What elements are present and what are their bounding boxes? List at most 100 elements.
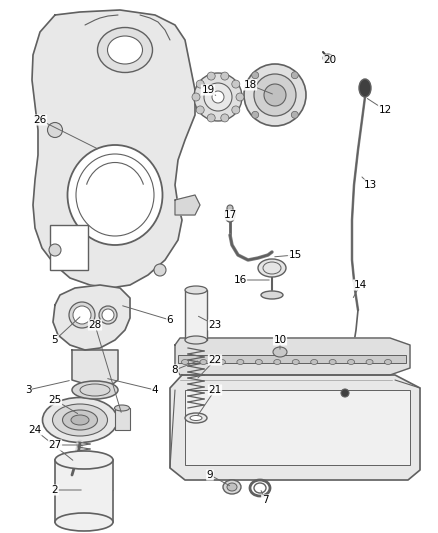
Text: 9: 9 [207, 470, 213, 480]
Ellipse shape [102, 309, 114, 321]
Ellipse shape [236, 93, 244, 101]
Text: 4: 4 [152, 385, 158, 395]
Polygon shape [175, 195, 200, 215]
Ellipse shape [73, 306, 91, 324]
Ellipse shape [252, 111, 259, 118]
Ellipse shape [212, 91, 224, 103]
Text: 14: 14 [353, 280, 367, 290]
Ellipse shape [292, 359, 299, 365]
Ellipse shape [258, 259, 286, 277]
Ellipse shape [291, 72, 298, 79]
Ellipse shape [55, 513, 113, 531]
Polygon shape [53, 285, 130, 350]
Ellipse shape [223, 480, 241, 494]
Ellipse shape [181, 359, 188, 365]
Ellipse shape [359, 79, 371, 97]
Bar [55, 460, 113, 522]
Ellipse shape [114, 405, 130, 411]
Ellipse shape [190, 416, 202, 421]
Ellipse shape [154, 264, 166, 276]
Text: 15: 15 [288, 250, 302, 260]
Text: 13: 13 [364, 180, 377, 190]
Ellipse shape [341, 389, 349, 397]
Bar [185, 290, 207, 340]
Text: 3: 3 [25, 385, 31, 395]
Ellipse shape [69, 302, 95, 328]
Ellipse shape [219, 359, 226, 365]
Ellipse shape [261, 291, 283, 299]
Ellipse shape [196, 106, 204, 114]
Ellipse shape [273, 347, 287, 357]
Ellipse shape [71, 415, 89, 425]
Ellipse shape [264, 84, 286, 106]
Ellipse shape [207, 114, 215, 122]
Ellipse shape [254, 74, 296, 116]
Ellipse shape [385, 359, 392, 365]
Ellipse shape [98, 28, 152, 72]
Ellipse shape [311, 359, 318, 365]
Ellipse shape [329, 359, 336, 365]
Ellipse shape [252, 72, 259, 79]
Bar [50, 225, 88, 270]
Text: 6: 6 [167, 315, 173, 325]
Ellipse shape [42, 398, 117, 442]
Text: 20: 20 [323, 55, 336, 65]
Ellipse shape [53, 404, 107, 436]
Ellipse shape [55, 451, 113, 469]
Ellipse shape [49, 244, 61, 256]
Ellipse shape [255, 359, 262, 365]
Text: 10: 10 [273, 335, 286, 345]
Bar [178, 355, 406, 363]
Text: 27: 27 [48, 440, 62, 450]
Text: 26: 26 [33, 115, 46, 125]
Ellipse shape [207, 72, 215, 80]
Ellipse shape [194, 73, 242, 121]
Text: 18: 18 [244, 80, 257, 90]
Ellipse shape [200, 359, 207, 365]
Ellipse shape [348, 359, 355, 365]
Ellipse shape [63, 410, 98, 430]
Ellipse shape [227, 205, 233, 211]
Text: 2: 2 [52, 485, 58, 495]
Bar [115, 408, 130, 430]
Ellipse shape [323, 54, 333, 62]
Text: 19: 19 [201, 85, 215, 95]
Polygon shape [170, 375, 420, 480]
Text: 5: 5 [52, 335, 58, 345]
Text: 24: 24 [28, 425, 42, 435]
Ellipse shape [274, 359, 281, 365]
Ellipse shape [221, 72, 229, 80]
Text: 25: 25 [48, 395, 62, 405]
Ellipse shape [232, 106, 240, 114]
Ellipse shape [204, 83, 232, 111]
Text: 21: 21 [208, 385, 222, 395]
Text: 17: 17 [223, 210, 237, 220]
Ellipse shape [185, 286, 207, 294]
Ellipse shape [185, 336, 207, 344]
Ellipse shape [67, 145, 162, 245]
Ellipse shape [185, 413, 207, 423]
Ellipse shape [221, 114, 229, 122]
Ellipse shape [232, 80, 240, 88]
Ellipse shape [227, 483, 237, 491]
Bar [185, 390, 410, 465]
Ellipse shape [107, 36, 142, 64]
Ellipse shape [366, 359, 373, 365]
Text: 22: 22 [208, 355, 222, 365]
Ellipse shape [47, 123, 63, 138]
Polygon shape [175, 338, 410, 375]
Text: 28: 28 [88, 320, 102, 330]
Ellipse shape [225, 208, 235, 222]
Polygon shape [72, 350, 118, 390]
Text: 8: 8 [172, 365, 178, 375]
Polygon shape [32, 10, 195, 288]
Text: 23: 23 [208, 320, 222, 330]
Ellipse shape [237, 359, 244, 365]
Text: 16: 16 [233, 275, 247, 285]
Ellipse shape [291, 111, 298, 118]
Ellipse shape [196, 80, 204, 88]
Ellipse shape [99, 306, 117, 324]
Ellipse shape [244, 64, 306, 126]
Text: 12: 12 [378, 105, 392, 115]
Ellipse shape [192, 93, 200, 101]
